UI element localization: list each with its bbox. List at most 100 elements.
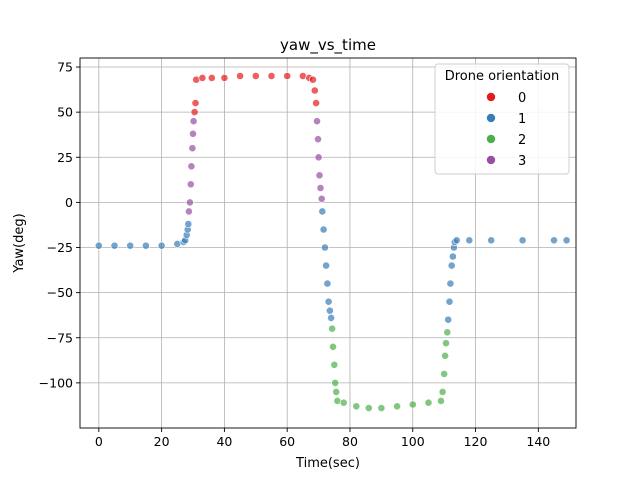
legend-marker xyxy=(486,134,496,144)
legend-label: 1 xyxy=(518,112,526,127)
data-point-orientation-2 xyxy=(330,360,339,369)
data-point-orientation-3 xyxy=(189,117,198,126)
data-point-orientation-0 xyxy=(236,72,244,80)
data-point-orientation-2 xyxy=(329,342,337,351)
data-point-orientation-2 xyxy=(352,402,361,411)
data-point-orientation-3 xyxy=(186,180,195,189)
data-point-orientation-1 xyxy=(141,241,150,250)
data-point-orientation-2 xyxy=(331,378,340,387)
y-tick-label: −25 xyxy=(47,240,73,255)
data-point-orientation-3 xyxy=(189,129,197,138)
data-point-orientation-1 xyxy=(448,252,457,261)
data-point-orientation-3 xyxy=(188,144,197,153)
y-tick-label: 0 xyxy=(65,195,73,210)
data-point-orientation-2 xyxy=(442,339,450,348)
data-point-orientation-0 xyxy=(310,86,319,95)
data-point-orientation-2 xyxy=(328,324,336,333)
legend-box xyxy=(434,63,570,175)
legend-label: 2 xyxy=(518,133,526,148)
x-tick-label: 120 xyxy=(464,434,488,449)
data-point-orientation-1 xyxy=(518,236,527,245)
legend-marker xyxy=(486,113,496,123)
x-tick-label: 40 xyxy=(216,434,232,449)
data-point-orientation-0 xyxy=(283,72,292,80)
data-point-orientation-2 xyxy=(408,400,417,409)
x-tick-label: 20 xyxy=(154,434,170,449)
x-tick-label: 60 xyxy=(279,434,295,449)
x-tick-label: 140 xyxy=(526,434,550,449)
data-point-orientation-0 xyxy=(198,74,207,82)
legend-marker xyxy=(486,92,496,102)
x-axis-label: Time(sec) xyxy=(295,456,360,471)
data-point-orientation-0 xyxy=(207,74,216,82)
x-tick-label: 0 xyxy=(95,434,103,449)
data-point-orientation-1 xyxy=(184,220,193,228)
data-point-orientation-3 xyxy=(313,117,321,126)
data-point-orientation-0 xyxy=(220,74,229,82)
y-tick-label: −100 xyxy=(39,375,73,390)
x-axis-ticks: 0 20 40 60 80 100 120 140 xyxy=(95,428,550,449)
y-tick-label: −75 xyxy=(47,330,73,345)
data-point-orientation-2 xyxy=(438,387,447,396)
y-axis-ticks: 75 50 25 0 −25 −50 −75 −100 xyxy=(39,60,80,390)
data-point-orientation-2 xyxy=(393,402,401,411)
data-point-orientation-1 xyxy=(446,279,455,288)
plot-frame xyxy=(79,57,577,429)
data-point-orientation-1 xyxy=(550,236,558,245)
data-points xyxy=(94,72,571,412)
data-point-orientation-1 xyxy=(562,236,571,245)
data-point-orientation-1 xyxy=(452,236,461,245)
y-tick-label: 75 xyxy=(57,60,73,75)
data-point-orientation-1 xyxy=(327,313,335,322)
data-point-orientation-2 xyxy=(440,369,449,378)
data-point-orientation-1 xyxy=(325,306,334,315)
data-point-orientation-1 xyxy=(444,315,453,324)
data-point-orientation-1 xyxy=(324,297,333,306)
data-point-orientation-3 xyxy=(315,171,324,180)
data-point-orientation-1 xyxy=(319,225,328,234)
data-point-orientation-2 xyxy=(377,404,386,412)
legend-label: 3 xyxy=(518,154,526,169)
legend-marker xyxy=(486,155,496,165)
data-point-orientation-1 xyxy=(94,241,103,250)
x-tick-label: 80 xyxy=(342,434,358,449)
data-point-orientation-1 xyxy=(322,261,330,270)
data-point-orientation-1 xyxy=(157,241,166,250)
y-tick-label: −50 xyxy=(47,285,73,300)
data-point-orientation-2 xyxy=(339,398,348,407)
data-point-orientation-0 xyxy=(308,75,317,84)
legend: Drone orientation 0 1 2 3 xyxy=(434,63,570,175)
data-point-orientation-2 xyxy=(364,404,373,412)
data-point-orientation-1 xyxy=(320,243,329,252)
data-point-orientation-0 xyxy=(312,99,320,107)
data-point-orientation-0 xyxy=(191,99,200,107)
data-point-orientation-0 xyxy=(190,108,199,116)
chart-title: yaw_vs_time xyxy=(280,36,376,55)
data-point-orientation-3 xyxy=(187,162,196,171)
data-point-orientation-1 xyxy=(323,279,332,288)
data-point-orientation-2 xyxy=(443,328,452,337)
data-point-orientation-3 xyxy=(317,194,326,203)
data-point-orientation-3 xyxy=(316,184,325,192)
legend-label: 0 xyxy=(518,91,526,106)
data-point-orientation-2 xyxy=(332,387,341,396)
data-point-orientation-0 xyxy=(267,72,276,80)
data-point-orientation-1 xyxy=(445,297,454,306)
data-point-orientation-3 xyxy=(314,153,323,162)
data-point-orientation-1 xyxy=(487,236,496,245)
data-point-orientation-1 xyxy=(126,241,135,250)
x-tick-label: 100 xyxy=(401,434,425,449)
data-point-orientation-1 xyxy=(110,241,119,250)
data-point-orientation-1 xyxy=(465,236,474,245)
legend-entries: 0 1 2 3 xyxy=(486,91,526,169)
data-point-orientation-2 xyxy=(437,396,445,405)
data-point-orientation-1 xyxy=(318,207,327,216)
data-point-orientation-2 xyxy=(441,351,449,360)
data-point-orientation-3 xyxy=(184,207,193,216)
y-tick-label: 50 xyxy=(57,105,73,120)
data-point-orientation-2 xyxy=(424,398,433,407)
legend-title: Drone orientation xyxy=(445,69,560,84)
data-point-orientation-3 xyxy=(314,135,322,144)
y-tick-label: 25 xyxy=(57,150,73,165)
